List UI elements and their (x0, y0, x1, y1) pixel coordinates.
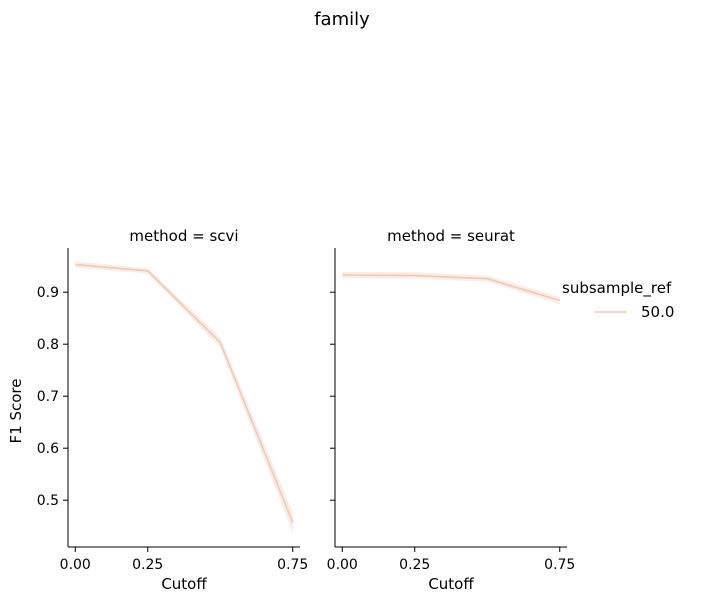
panel-title: method = seurat (387, 227, 515, 245)
x-tick-label: 0.75 (277, 557, 308, 573)
ci-band-50.0 (75, 261, 293, 533)
x-axis-label: Cutoff (428, 575, 474, 593)
panel-scvi: method = scvi 0.5 0.6 0.7 0.8 0.9 0.00 0.25 0.75… (37, 227, 309, 593)
legend-label-50: 50.0 (641, 303, 674, 321)
y-axis-label: F1 Score (7, 379, 25, 444)
y-tick-label: 0.5 (37, 493, 59, 509)
x-tick-label: 0.00 (327, 557, 358, 573)
x-tick-label: 0.75 (544, 557, 575, 573)
panel-title: method = scvi (129, 227, 238, 245)
x-tick-label: 0.25 (399, 557, 430, 573)
y-tick-label: 0.9 (37, 285, 59, 301)
series-line-50.0 (342, 274, 561, 302)
legend: subsample_ref 50.0 (562, 279, 674, 321)
x-axis-label: Cutoff (161, 575, 207, 593)
panel-seurat: method = seurat 0.00 0.25 0.75 Cutoff (327, 227, 576, 593)
suptitle: family (314, 9, 370, 30)
y-tick-label: 0.6 (37, 441, 59, 457)
x-tick-label: 0.25 (132, 557, 163, 573)
y-tick-label: 0.7 (37, 389, 59, 405)
y-tick-label: 0.8 (37, 337, 59, 353)
series-line-50.0 (75, 263, 294, 523)
legend-title: subsample_ref (562, 279, 672, 298)
x-tick-label: 0.00 (60, 557, 91, 573)
